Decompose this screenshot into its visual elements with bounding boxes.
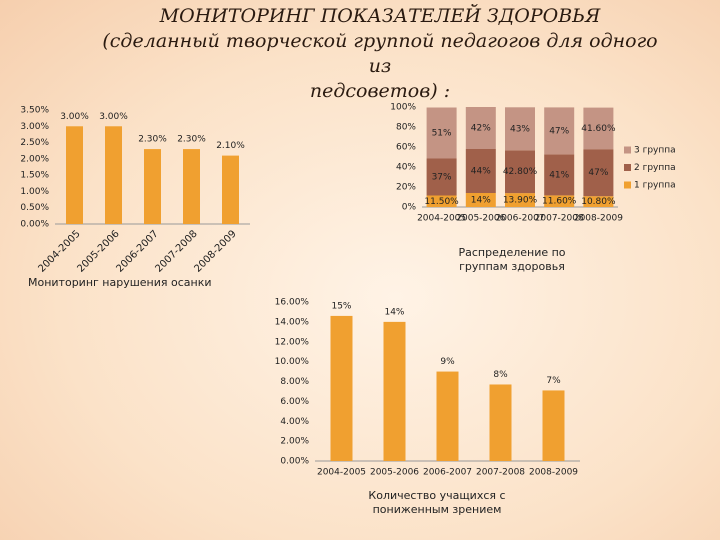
chart-title: Количество учащихся с пониженным зрением [368, 489, 506, 516]
legend-swatch [624, 181, 631, 189]
value-label: 47% [588, 168, 608, 178]
bar-segment [465, 149, 496, 193]
value-label: 9% [440, 357, 455, 367]
x-tick-label: 2008-2009 [192, 228, 238, 274]
bar [66, 126, 83, 224]
bar [542, 390, 565, 461]
bar-segment [544, 195, 575, 207]
bar [183, 149, 200, 224]
value-label: 11.60% [542, 197, 577, 207]
value-label: 10.80% [581, 197, 616, 207]
y-tick-label: 20% [396, 183, 416, 193]
y-tick-label: 80% [396, 123, 416, 133]
y-tick-label: 1.00% [20, 187, 49, 197]
y-tick-label: 4.00% [280, 417, 309, 427]
y-tick-label: 14.00% [275, 317, 310, 327]
value-label: 2.30% [177, 135, 206, 145]
x-tick-label: 2004-2005 [317, 468, 366, 478]
bar-segment [465, 193, 496, 207]
x-tick-label: 2006-2007 [495, 214, 544, 224]
legend-swatch [624, 164, 631, 171]
value-label: 7% [546, 376, 561, 386]
y-tick-label: 40% [396, 163, 416, 173]
legend-swatch [624, 146, 631, 154]
bar [330, 315, 353, 461]
bar-segment [505, 193, 535, 207]
x-tick-label: 2005-2006 [370, 468, 419, 478]
x-tick-label: 2004-2005 [417, 214, 466, 224]
value-label: 14% [384, 307, 404, 317]
value-label: 14% [471, 196, 491, 206]
chart-title: Мониторинг нарушения осанки [28, 276, 212, 289]
bar [383, 321, 406, 461]
legend-label: 3 группа [634, 146, 676, 156]
slide-title: МОНИТОРИНГ ПОКАЗАТЕЛЕЙ ЗДОРОВЬЯ (сделанн… [100, 4, 660, 104]
y-tick-label: 3.50% [20, 106, 49, 116]
bar-segment [583, 107, 614, 150]
x-tick-label: 2008-2009 [529, 468, 578, 478]
value-label: 43% [510, 124, 530, 134]
chart-title: Распределение по группам здоровья [458, 246, 566, 273]
value-label: 3.00% [60, 112, 89, 122]
y-tick-label: 60% [396, 143, 416, 153]
legend-label: 1 группа [634, 181, 676, 191]
x-tick-label: 2006-2007 [423, 468, 472, 478]
value-label: 3.00% [99, 112, 128, 122]
value-label: 41% [549, 170, 569, 180]
bar-segment [544, 154, 575, 196]
title-line: МОНИТОРИНГ ПОКАЗАТЕЛЕЙ ЗДОРОВЬЯ [159, 5, 601, 27]
y-tick-label: 6.00% [280, 397, 309, 407]
bar-segment [426, 107, 457, 159]
bar [144, 149, 161, 224]
y-tick-label: 100% [390, 103, 416, 113]
y-tick-label: 10.00% [275, 357, 310, 367]
bar-segment [505, 150, 535, 194]
x-tick-label: 2007-2008 [476, 468, 525, 478]
title-line: (сделанный творческой группой педагогов … [102, 30, 658, 77]
bar-segment [505, 107, 535, 151]
value-label: 37% [432, 173, 452, 183]
value-label: 44% [471, 167, 491, 177]
y-tick-label: 0.00% [20, 220, 49, 230]
y-tick-label: 0.00% [280, 457, 309, 467]
y-tick-label: 1.50% [20, 171, 49, 181]
value-label: 42% [471, 124, 491, 134]
value-label: 41.60% [581, 124, 616, 134]
legend-label: 2 группа [634, 163, 676, 173]
value-label: 13.90% [503, 196, 538, 206]
value-label: 42.80% [503, 167, 538, 177]
value-label: 2.30% [138, 135, 167, 145]
title-line: педсоветов) : [309, 80, 451, 102]
bar-segment [583, 149, 614, 197]
bar [436, 371, 459, 461]
x-tick-label: 2007-2008 [535, 214, 584, 224]
y-tick-label: 0% [402, 203, 417, 213]
x-tick-label: 2008-2009 [574, 214, 623, 224]
bar-segment [583, 196, 614, 207]
bar-segment [426, 195, 457, 207]
value-label: 47% [549, 126, 569, 136]
bar [489, 384, 512, 461]
y-tick-label: 12.00% [275, 337, 310, 347]
value-label: 2.10% [216, 141, 245, 151]
value-label: 8% [493, 370, 508, 380]
y-tick-label: 3.00% [20, 122, 49, 132]
bar-segment [544, 107, 575, 155]
y-tick-label: 2.50% [20, 138, 49, 148]
bar-segment [465, 107, 496, 149]
y-tick-label: 0.50% [20, 203, 49, 213]
y-tick-label: 16.00% [275, 298, 310, 308]
value-label: 15% [331, 301, 351, 311]
bar [222, 155, 239, 224]
value-label: 51% [432, 129, 452, 139]
bar [105, 126, 122, 224]
y-tick-label: 2.00% [280, 437, 309, 447]
y-tick-label: 8.00% [280, 377, 309, 387]
bar-segment [426, 158, 457, 196]
x-tick-label: 2005-2006 [456, 214, 505, 224]
y-tick-label: 2.00% [20, 154, 49, 164]
value-label: 11.50% [424, 197, 459, 207]
